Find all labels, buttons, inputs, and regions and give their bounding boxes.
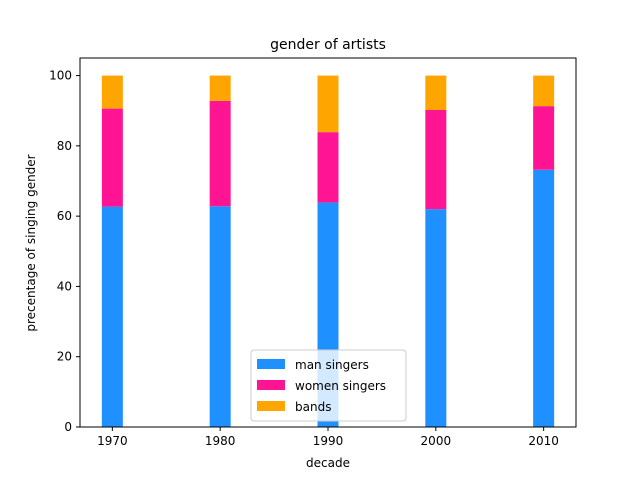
- legend-label-bands: bands: [295, 400, 331, 414]
- x-tick-label-2000: 2000: [421, 434, 452, 448]
- bar-bands-1990: [317, 75, 339, 133]
- legend-swatch-man-singers: [257, 359, 285, 369]
- bar-bands-2000: [425, 75, 447, 111]
- x-axis-label: decade: [306, 456, 350, 470]
- bar-man-singers-2010: [533, 169, 555, 428]
- bar-bands-2010: [533, 75, 555, 107]
- bar-women-singers-1990: [317, 132, 339, 203]
- legend-label-women-singers: women singers: [295, 379, 386, 393]
- legend-swatch-women-singers: [257, 380, 285, 390]
- legend-box: [250, 349, 407, 422]
- x-tick-label-1990: 1990: [313, 434, 344, 448]
- bar-women-singers-2000: [425, 110, 447, 210]
- bar-women-singers-1970: [101, 108, 123, 207]
- legend: man singers women singers bands: [250, 349, 407, 422]
- y-tick-label-0: 0: [64, 420, 72, 434]
- axes-group: 1970 1980 1990 2000 2010 0 20 40 60 80 100: [49, 57, 577, 448]
- bar-man-singers-1970: [101, 206, 123, 427]
- bars-group: [101, 75, 555, 428]
- legend-swatch-bands: [257, 401, 285, 411]
- bar-bands-1980: [209, 75, 231, 101]
- y-tick-label-80: 80: [57, 139, 72, 153]
- y-axis-label: precentage of singing gender: [24, 154, 38, 331]
- y-tick-label-60: 60: [57, 209, 72, 223]
- bar-women-singers-2010: [533, 106, 555, 170]
- chart-title: gender of artists: [270, 37, 386, 53]
- x-tick-label-2010: 2010: [528, 434, 559, 448]
- y-tick-label-100: 100: [49, 69, 72, 83]
- x-tick-label-1970: 1970: [97, 434, 128, 448]
- y-tick-label-40: 40: [57, 279, 72, 293]
- bar-women-singers-1980: [209, 100, 231, 207]
- bar-man-singers-2000: [425, 209, 447, 427]
- legend-label-man-singers: man singers: [295, 358, 369, 372]
- bar-man-singers-1980: [209, 206, 231, 427]
- x-tick-label-1980: 1980: [205, 434, 236, 448]
- y-tick-label-20: 20: [57, 350, 72, 364]
- bar-bands-1970: [101, 75, 123, 109]
